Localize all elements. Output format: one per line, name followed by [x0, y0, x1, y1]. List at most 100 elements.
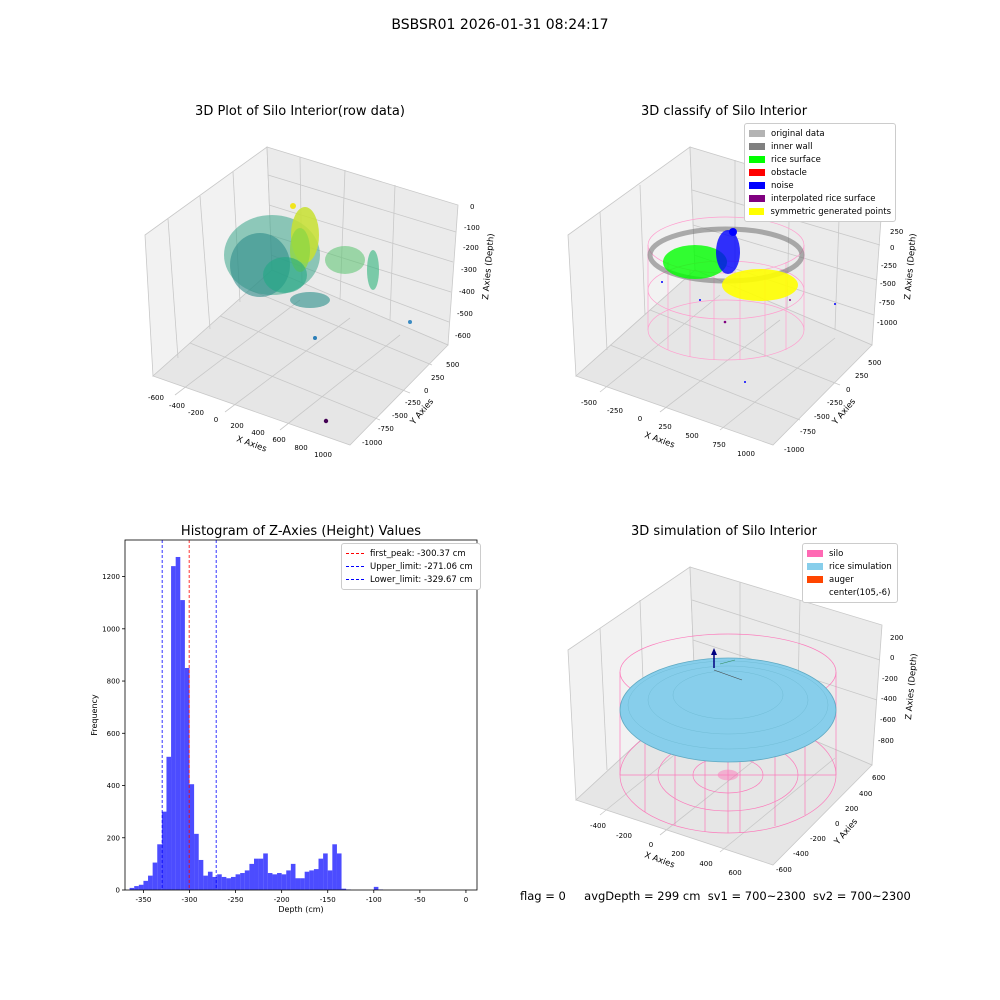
legend-label: obstacle: [771, 167, 807, 178]
histogram-bar: [300, 878, 305, 890]
classify-x-tick: 750: [712, 441, 725, 449]
histogram-bar: [161, 811, 167, 890]
histogram-frame: [124, 539, 478, 891]
legend-item: rice simulation: [807, 560, 893, 573]
y-tick-label: 400: [107, 782, 120, 790]
y-tick-label: 600: [107, 730, 120, 738]
legend-label: interpolated rice surface: [771, 193, 876, 204]
simulation-y-tick: -600: [776, 866, 792, 874]
simulation-x-tick: 600: [728, 869, 741, 877]
classify-z-tick: -750: [879, 299, 895, 307]
x-tick-label: -50: [414, 896, 425, 904]
simulation-y-tick: -200: [810, 835, 826, 843]
raw-z-tick: -600: [455, 332, 471, 340]
histogram-bar: [143, 880, 149, 890]
sv2-text: sv2 = 700~2300: [812, 889, 911, 903]
legend-label: silo: [829, 548, 844, 559]
histogram-bar: [341, 888, 347, 890]
simulation-plot-title: 3D simulation of Silo Interior: [631, 524, 817, 539]
legend-swatch: [749, 130, 765, 137]
simulation-x-tick: -400: [590, 822, 606, 830]
classify-x-tick: 0: [638, 415, 642, 423]
simulation-x-tick: 0: [649, 841, 653, 849]
avg-depth-text: avgDepth = 299 cm: [584, 889, 701, 903]
raw-y-tick: 250: [431, 374, 444, 382]
simulation-y-tick: 400: [859, 790, 872, 798]
histogram-bar: [157, 844, 162, 890]
histogram-bar: [281, 874, 287, 890]
classify-z-tick: 0: [890, 244, 894, 252]
legend-swatch: [807, 589, 823, 596]
flag-text: flag = 0: [520, 889, 566, 903]
legend-swatch: [749, 156, 765, 163]
histogram-bar: [212, 876, 218, 890]
legend-swatch: [749, 195, 765, 202]
x-tick-label: -250: [228, 896, 244, 904]
raw-x-tick: 0: [214, 416, 218, 424]
legend-item: inner wall: [749, 140, 891, 153]
simulation-y-tick: 0: [835, 820, 839, 828]
legend-label: original data: [771, 128, 825, 139]
legend-swatch: [346, 553, 364, 554]
histogram-bar: [254, 858, 259, 890]
sv1-text: sv1 = 700~2300: [707, 889, 806, 903]
classify-plot-title: 3D classify of Silo Interior: [640, 104, 808, 119]
legend-label: noise: [771, 180, 794, 191]
raw-x-tick: -600: [148, 394, 164, 402]
legend-item: original data: [749, 127, 891, 140]
legend-label: rice simulation: [829, 561, 892, 572]
x-tick-label: -200: [274, 896, 290, 904]
legend-label: center(105,-6): [829, 587, 891, 598]
raw-point-cloud: [224, 203, 412, 424]
histogram-bar: [258, 858, 264, 890]
figure-title: BSBSR01 2026-01-31 08:24:17: [391, 17, 609, 33]
legend-item: silo: [807, 547, 893, 560]
classify-y-tick: -500: [814, 413, 830, 421]
simulation-x-ticks: -400 -200 0 200 400 600: [590, 822, 742, 877]
raw-plot-title: 3D Plot of Silo Interior(row data): [195, 104, 405, 119]
histogram-bar: [263, 853, 268, 890]
classify-y-tick: 500: [868, 359, 881, 367]
legend-swatch: [807, 576, 823, 583]
raw-x-tick: 600: [272, 436, 285, 444]
histogram-bar: [226, 878, 231, 890]
legend-label: inner wall: [771, 141, 813, 152]
legend-label: first_peak: -300.37 cm: [370, 548, 466, 559]
histogram-bar: [304, 871, 310, 890]
legend-label: Upper_limit: -271.06 cm: [370, 561, 473, 572]
legend-swatch: [749, 169, 765, 176]
raw-z-ticks: 0 -100 -200 -300 -400 -500 -600: [455, 203, 480, 340]
raw-x-tick: -400: [169, 402, 185, 410]
histogram-bar: [249, 863, 255, 890]
histogram-bar: [207, 871, 213, 890]
classify-y-tick: 0: [846, 386, 850, 394]
histogram-bar: [332, 844, 337, 890]
histogram-bar: [138, 884, 144, 890]
legend-item: Upper_limit: -271.06 cm: [346, 560, 476, 573]
legend-swatch: [346, 579, 364, 580]
y-tick-label: 200: [107, 834, 120, 842]
raw-z-tick: -100: [464, 224, 480, 232]
simulation-legend: silo rice simulation auger center(105,-6…: [802, 543, 898, 603]
y-tick-label: 800: [107, 678, 120, 686]
raw-x-tick: -200: [188, 409, 204, 417]
legend-item: obstacle: [749, 166, 891, 179]
simulation-z-tick: -600: [880, 716, 896, 724]
legend-label: rice surface: [771, 154, 821, 165]
x-tick-label: -100: [366, 896, 382, 904]
histogram-bar: [244, 870, 250, 890]
rice-simulation-surface: [619, 657, 837, 763]
simulation-z-tick: -200: [882, 675, 898, 683]
histogram-bar: [152, 862, 158, 890]
legend-label: Lower_limit: -329.67 cm: [370, 574, 473, 585]
histogram-bar: [286, 870, 291, 890]
classify-z-tick: 250: [890, 228, 903, 236]
raw-y-tick: -500: [392, 412, 408, 420]
legend-label: symmetric generated points: [770, 206, 891, 217]
histogram-bar: [240, 873, 245, 890]
histogram-bar: [267, 873, 273, 890]
legend-swatch: [807, 550, 823, 557]
classify-x-tick: -250: [607, 407, 623, 415]
simulation-z-label: Z Axies (Depth): [904, 653, 920, 720]
